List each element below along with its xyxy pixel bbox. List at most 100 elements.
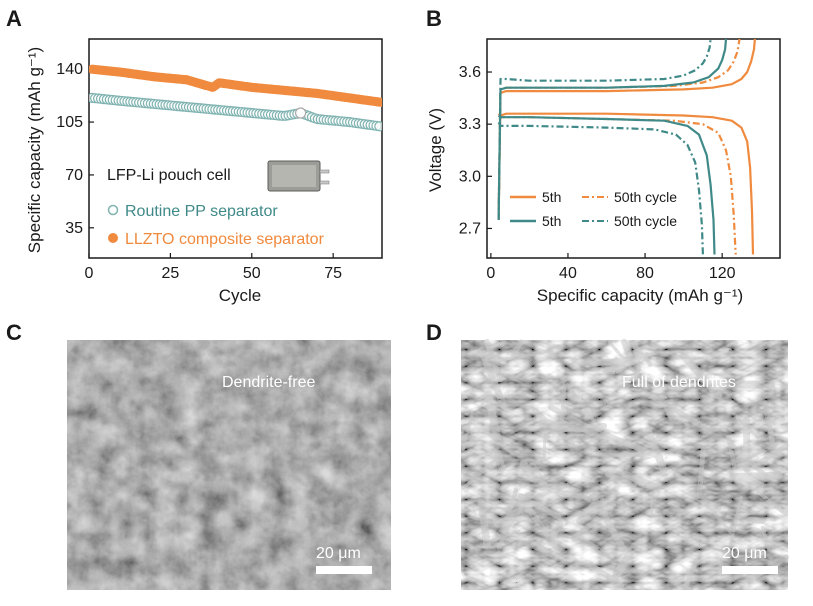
chart-b-legend: 5th 50th cycle 5th 50th cycle <box>510 189 677 229</box>
legend-b-label-teal-5th: 5th <box>542 213 561 229</box>
sem-d-dendrite <box>609 543 638 584</box>
chart-a-frame <box>88 38 383 259</box>
sem-d-dendrite <box>607 340 637 374</box>
chart-b-ylabel: Voltage (V) <box>426 108 445 192</box>
sem-d-dendrite <box>735 415 760 440</box>
sem-d-dendrite <box>488 348 554 364</box>
sem-d-dendrite <box>580 357 630 368</box>
panel-letter-a: A <box>6 6 22 31</box>
chart-a-xtick-label: 25 <box>161 265 179 282</box>
chart-b-ytick-label: 3.3 <box>459 116 481 133</box>
sem-d-dendrites <box>461 338 790 591</box>
sem-image-d: Full of dendrites 20 μm <box>461 338 790 591</box>
panel-letter-b: B <box>426 6 442 31</box>
sem-d-dendrite <box>740 443 778 463</box>
chart-b-curve-4-charge <box>497 39 712 220</box>
chart-b-ytick-label: 3.6 <box>459 64 481 81</box>
sem-d-dendrite <box>507 482 569 509</box>
sem-d-dendrite <box>510 339 524 357</box>
sem-d-dendrite <box>726 436 737 470</box>
panel-letter-d: D <box>426 320 442 345</box>
chart-a: 0 25 50 75 35 70 105 140 Cycle Specific capacit… <box>25 38 383 305</box>
chart-a-point-pp <box>374 121 382 132</box>
sem-d-dendrite <box>546 422 608 433</box>
sem-d-dendrite <box>760 525 771 551</box>
chart-b-ytick-label: 3.0 <box>459 168 481 185</box>
legend-a-marker-llzto <box>108 233 118 243</box>
sem-d-scale-bar <box>722 566 778 574</box>
sem-d-dendrite <box>548 404 607 439</box>
chart-b-curve-4-discharge <box>497 121 704 255</box>
chart-b-curve-1-discharge <box>497 112 755 255</box>
sem-d-dendrite <box>700 496 733 535</box>
sem-d-dendrite <box>726 495 743 557</box>
sem-d-dendrite <box>696 446 706 497</box>
sem-d-dendrite <box>574 533 608 557</box>
sem-d-dendrite <box>756 490 788 517</box>
legend-a-label-pp: Routine PP separator <box>125 203 278 220</box>
sem-d-dendrite <box>497 487 519 551</box>
sem-d-dendrite <box>680 352 723 400</box>
sem-d-dendrite <box>529 462 549 491</box>
sem-d-dendrite <box>762 400 776 445</box>
sem-d-dendrite <box>660 395 677 423</box>
chart-a-inset-label: LFP-Li pouch cell <box>107 167 231 184</box>
sem-d-dendrite <box>484 390 503 446</box>
sem-d-dendrite <box>602 432 664 460</box>
chart-b-frame <box>486 38 781 259</box>
chart-b-curve-2-discharge <box>497 114 737 255</box>
sem-d-label: Full of dendrites <box>622 374 736 391</box>
pouch-cell-icon <box>267 160 330 192</box>
chart-a-ytick-label: 70 <box>65 167 83 184</box>
sem-d-dendrite <box>477 498 491 549</box>
chart-a-point-pp <box>295 107 307 119</box>
sem-d-dendrite <box>571 510 608 542</box>
chart-b-curve-3-charge <box>497 39 728 220</box>
chart-b-ytick-label: 2.7 <box>459 220 481 237</box>
sem-c-label: Dendrite-free <box>222 374 315 391</box>
chart-b-curve-1-charge <box>497 39 756 220</box>
sem-d-dendrite <box>644 427 668 474</box>
sem-d-dendrite <box>711 380 775 389</box>
sem-d-dendrite <box>493 447 506 472</box>
sem-d-dendrite <box>649 491 654 517</box>
sem-d-dendrite <box>542 423 547 460</box>
chart-a-ylabel: Specific capacity (mAh g⁻¹) <box>25 47 44 253</box>
chart-b-xtick-label: 120 <box>709 265 736 282</box>
sem-c-scale-bar <box>316 566 372 574</box>
sem-d-dendrite <box>632 341 641 372</box>
legend-b-label-orange-50th: 50th cycle <box>614 189 677 205</box>
sem-d-dendrite <box>620 338 637 369</box>
legend-a-marker-pp <box>107 204 119 216</box>
chart-a-ytick-label: 140 <box>56 61 83 78</box>
sem-d-dendrite <box>461 411 474 451</box>
sem-d-dendrite <box>559 378 567 427</box>
sem-c-texture <box>67 340 391 590</box>
sem-d-dendrite <box>590 493 627 553</box>
sem-d-dendrite <box>756 443 789 466</box>
sem-d-dendrite <box>538 485 589 500</box>
chart-b-xlabel: Specific capacity (mAh g⁻¹) <box>537 286 743 305</box>
chart-a-ytick-label: 105 <box>56 114 83 131</box>
sem-d-dendrite <box>519 459 538 484</box>
chart-a-xtick-label: 0 <box>85 265 94 282</box>
sem-d-scale-label: 20 μm <box>722 545 767 562</box>
sem-c-scale-label: 20 μm <box>316 545 361 562</box>
chart-a-ytick-label: 35 <box>65 220 83 237</box>
chart-b-xtick-label: 80 <box>636 265 654 282</box>
sem-d-dendrite <box>560 376 596 424</box>
sem-d-dendrite <box>461 457 498 491</box>
chart-a-point-llzto <box>377 97 382 108</box>
sem-d-dendrite <box>478 347 508 410</box>
sem-d-dendrite <box>725 513 766 525</box>
chart-b-xtick-label: 0 <box>486 265 495 282</box>
chart-b-curve-3-discharge <box>497 114 716 255</box>
chart-b: 0 40 80 120 2.7 3.0 3.3 3.6 Specific capacity (… <box>426 38 781 305</box>
sem-d-dendrite <box>604 472 638 488</box>
chart-a-xlabel: Cycle <box>219 286 262 305</box>
sem-d-dendrite <box>682 558 699 591</box>
sem-image-c: Dendrite-free 20 μm <box>67 340 391 590</box>
sem-d-dendrite <box>734 475 765 488</box>
sem-d-dendrite <box>595 452 645 457</box>
